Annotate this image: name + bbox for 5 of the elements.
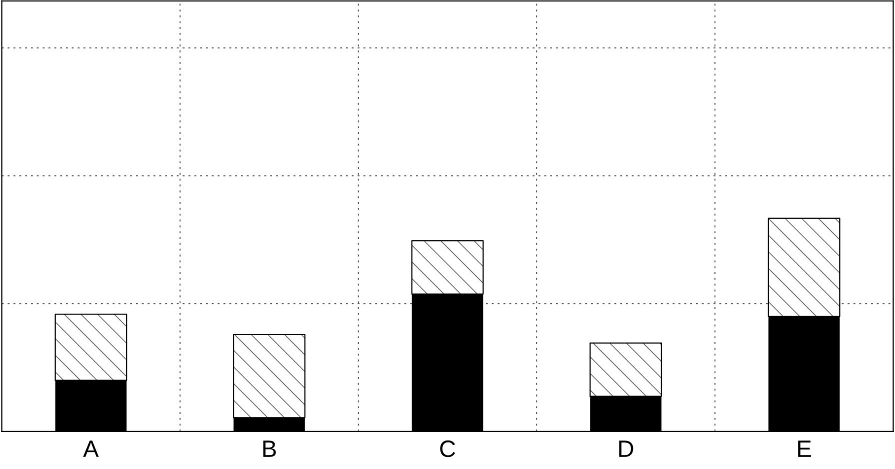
- x-tick-label: E: [798, 440, 811, 457]
- x-tick-label: C: [440, 440, 456, 458]
- x-tick-label: D: [619, 440, 634, 457]
- x-tick-label: B: [263, 440, 276, 457]
- x-tick-label: A: [83, 440, 99, 457]
